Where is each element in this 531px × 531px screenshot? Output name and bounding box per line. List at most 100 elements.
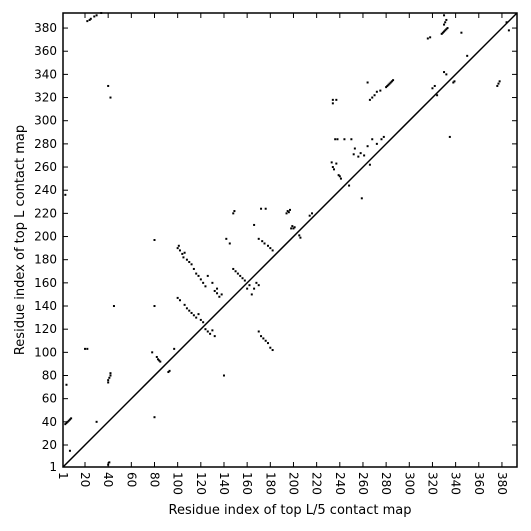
contact-point-lower — [204, 328, 207, 331]
contact-point-upper — [331, 98, 334, 101]
contact-point-upper — [95, 14, 98, 17]
y-tick-label: 120 — [34, 322, 57, 336]
contact-point-upper — [359, 152, 362, 155]
contact-point-lower — [263, 242, 266, 245]
contact-point-lower — [68, 418, 71, 421]
contact-point-lower — [156, 358, 159, 361]
x-tick-label: 340 — [449, 472, 463, 495]
contact-point-lower — [211, 329, 214, 332]
contact-point-lower — [188, 261, 191, 264]
y-tick-label: 240 — [34, 183, 57, 197]
contact-point-lower — [173, 347, 176, 350]
contact-point-upper — [426, 37, 429, 40]
contact-point-upper — [264, 207, 267, 210]
contact-point-lower — [107, 381, 110, 384]
contact-point-lower — [64, 193, 67, 196]
contact-point-lower — [206, 274, 209, 277]
contact-point-upper — [433, 84, 436, 87]
contact-point-lower — [159, 360, 162, 363]
x-tick-label: 320 — [425, 472, 439, 495]
contact-point-lower — [260, 335, 263, 338]
x-tick-label: 260 — [356, 472, 370, 495]
contact-point-lower — [243, 279, 246, 282]
contact-point-upper — [375, 90, 378, 93]
contact-point-upper — [445, 28, 448, 31]
contact-point-lower — [70, 417, 73, 420]
y-tick-label: 140 — [34, 299, 57, 313]
contact-point-lower — [257, 237, 260, 240]
contact-point-upper — [333, 168, 336, 171]
contact-point-lower — [182, 256, 185, 259]
contact-point-upper — [371, 96, 374, 99]
contact-point-lower — [239, 274, 242, 277]
contact-point-upper — [443, 14, 446, 17]
x-tick-label: 240 — [333, 472, 347, 495]
contact-point-lower — [225, 237, 228, 240]
contact-point-upper — [335, 162, 338, 165]
contact-point-lower — [206, 330, 209, 333]
contact-point-lower — [257, 284, 260, 287]
contact-point-lower — [192, 267, 195, 270]
contact-point-lower — [220, 293, 223, 296]
contact-point-upper — [444, 29, 447, 32]
contact-point-lower — [234, 270, 237, 273]
x-tick-label: 60 — [124, 472, 138, 487]
y-tick-label: 180 — [34, 253, 57, 267]
contact-point-upper — [445, 18, 448, 21]
contact-point-lower — [190, 311, 193, 314]
contact-point-upper — [331, 166, 334, 169]
contact-point-upper — [444, 21, 447, 24]
x-tick-label: 120 — [194, 472, 208, 495]
contact-point-upper — [392, 79, 395, 82]
contact-point-upper — [291, 225, 294, 228]
y-tick-label: 20 — [42, 438, 57, 452]
contact-point-upper — [373, 94, 376, 97]
contact-point-upper — [93, 15, 96, 18]
contact-point-lower — [308, 214, 311, 217]
contact-point-upper — [339, 177, 342, 180]
contact-point-lower — [178, 299, 181, 302]
contact-point-upper — [443, 71, 446, 74]
contact-point-upper — [440, 32, 443, 35]
y-tick-label: 80 — [42, 369, 57, 383]
x-tick-label: 200 — [286, 472, 300, 495]
contact-point-lower — [153, 416, 156, 419]
contact-point-upper — [86, 20, 89, 23]
contact-point-lower — [199, 278, 202, 281]
contact-point-upper — [353, 147, 356, 150]
contact-point-lower — [271, 349, 274, 352]
diagonal-line — [62, 12, 518, 468]
contact-point-lower — [68, 449, 71, 452]
contact-point-lower — [109, 372, 112, 375]
contact-point-lower — [218, 295, 221, 298]
contact-point-lower — [177, 244, 180, 247]
contact-point-upper — [293, 226, 296, 229]
y-tick-label: 360 — [34, 44, 57, 58]
contact-point-upper — [298, 234, 301, 237]
contact-point-upper — [89, 17, 92, 20]
contact-point-lower — [178, 249, 181, 252]
contact-point-upper — [287, 211, 290, 214]
contact-point-lower — [264, 339, 267, 342]
y-tick-label: 220 — [34, 206, 57, 220]
x-tick-label: 220 — [310, 472, 324, 495]
contact-point-lower — [269, 247, 272, 250]
contact-point-lower — [183, 303, 186, 306]
contact-point-upper — [445, 73, 448, 76]
contact-point-lower — [167, 371, 170, 374]
contact-point-lower — [183, 251, 186, 254]
contact-point-lower — [108, 461, 111, 464]
contact-point-upper — [286, 210, 289, 213]
contact-point-lower — [269, 346, 272, 349]
contact-point-upper — [382, 135, 385, 138]
contact-point-lower — [95, 420, 98, 423]
contact-point-upper — [360, 197, 363, 200]
contact-point-upper — [109, 96, 112, 99]
y-tick-label: 280 — [34, 137, 57, 151]
contact-point-lower — [151, 351, 154, 354]
contact-point-lower — [241, 277, 244, 280]
contact-point-upper — [379, 89, 382, 92]
contact-point-upper — [233, 210, 236, 213]
contact-point-upper — [299, 236, 302, 239]
contact-point-lower — [211, 281, 214, 284]
